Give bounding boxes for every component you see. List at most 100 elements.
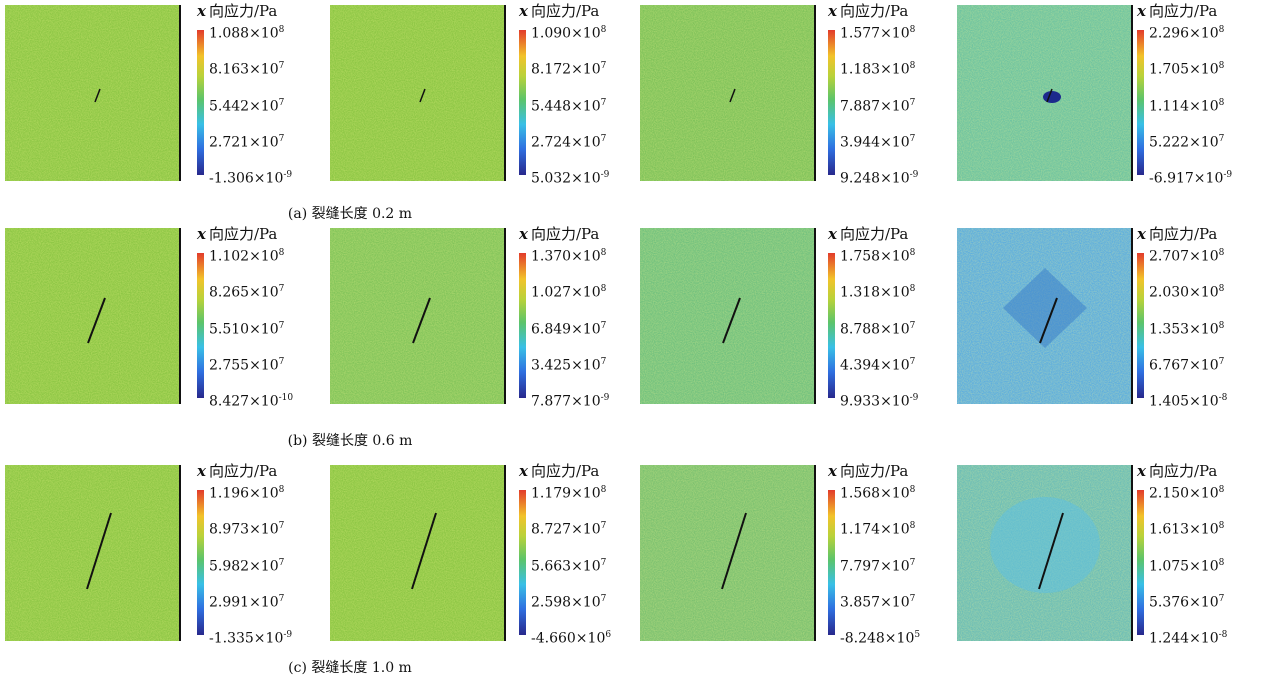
map-noise <box>5 5 181 181</box>
colorbar-tick-label: 2.707×108 <box>1149 245 1224 265</box>
tick-base: 5.448×10 <box>531 98 601 114</box>
tick-base: 1.705×10 <box>1149 62 1219 78</box>
legend-title: x向应力/Pa <box>828 223 908 244</box>
tick-base: 1.353×10 <box>1149 321 1219 337</box>
tick-base: -1.306×10 <box>209 171 283 187</box>
tick-exponent: 8 <box>1219 521 1225 531</box>
stress-zone <box>1043 91 1061 103</box>
colorbar-tick-label: 4.394×107 <box>840 354 915 374</box>
colorbar <box>1137 490 1144 635</box>
tick-base: 5.376×10 <box>1149 594 1219 610</box>
tick-exponent: 7 <box>910 134 916 144</box>
tick-exponent: -10 <box>279 393 294 403</box>
tick-exponent: -8 <box>1219 393 1228 403</box>
colorbar-tick-label: -8.248×105 <box>840 627 920 647</box>
colorbar <box>519 490 526 635</box>
tick-exponent: 8 <box>910 61 916 71</box>
tick-exponent: -9 <box>910 393 919 403</box>
legend-unit: 向应力/Pa <box>209 225 277 243</box>
legend-unit: 向应力/Pa <box>209 462 277 480</box>
legend-var: x <box>828 225 837 243</box>
colorbar <box>197 490 204 635</box>
tick-exponent: 7 <box>279 594 285 604</box>
colorbar-tick-label: 1.705×108 <box>1149 58 1224 78</box>
colorbar-tick-label: -4.660×106 <box>531 627 611 647</box>
tick-base: 8.788×10 <box>840 321 910 337</box>
tick-exponent: 8 <box>1219 321 1225 331</box>
tick-base: 5.032×10 <box>531 171 601 187</box>
colorbar <box>519 30 526 175</box>
colorbar-tick-label: 8.973×107 <box>209 518 284 538</box>
tick-exponent: 7 <box>601 134 607 144</box>
colorbar-tick-label: 1.088×108 <box>209 22 284 42</box>
tick-base: 3.425×10 <box>531 357 601 373</box>
tick-exponent: 8 <box>1219 61 1225 71</box>
figure: (a) 裂缝长度 0.2 m x向应力/Pa1.088×1088.163×107… <box>0 0 1269 682</box>
colorbar-tick-label: 8.163×107 <box>209 58 284 78</box>
tick-base: 8.727×10 <box>531 522 601 538</box>
tick-exponent: 7 <box>1219 594 1225 604</box>
map-noise <box>330 465 506 641</box>
tick-exponent: -9 <box>601 393 610 403</box>
colorbar-tick-label: 8.265×107 <box>209 281 284 301</box>
colorbar-tick-label: 1.353×108 <box>1149 318 1224 338</box>
tick-base: 1.102×10 <box>209 249 279 265</box>
tick-base: -4.660×10 <box>531 631 605 647</box>
tick-exponent: 8 <box>601 284 607 294</box>
colorbar-tick-label: 5.663×107 <box>531 555 606 575</box>
tick-exponent: 7 <box>601 321 607 331</box>
tick-base: 5.982×10 <box>209 558 279 574</box>
tick-exponent: 5 <box>914 630 920 640</box>
tick-exponent: 7 <box>601 357 607 367</box>
tick-exponent: 8 <box>1219 485 1225 495</box>
legend-title: x向应力/Pa <box>828 0 908 21</box>
colorbar-tick-label: 1.405×10-8 <box>1149 390 1227 410</box>
tick-exponent: 7 <box>279 61 285 71</box>
colorbar-tick-label: 9.933×10-9 <box>840 390 918 410</box>
tick-exponent: 8 <box>1219 25 1225 35</box>
tick-base: 7.797×10 <box>840 558 910 574</box>
colorbar-tick-label: 2.724×107 <box>531 131 606 151</box>
colorbar-tick-label: 5.442×107 <box>209 95 284 115</box>
tick-exponent: 8 <box>910 284 916 294</box>
tick-base: 2.755×10 <box>209 357 279 373</box>
tick-exponent: 8 <box>910 248 916 258</box>
tick-base: 1.090×10 <box>531 26 601 42</box>
colorbar-tick-label: 1.179×108 <box>531 482 606 502</box>
tick-exponent: 8 <box>601 248 607 258</box>
colorbar-tick-label: 5.982×107 <box>209 555 284 575</box>
tick-base: 1.183×10 <box>840 62 910 78</box>
colorbar-tick-label: 8.727×107 <box>531 518 606 538</box>
tick-exponent: 7 <box>601 594 607 604</box>
tick-base: 2.150×10 <box>1149 486 1219 502</box>
legend-var: x <box>828 2 837 20</box>
legend-unit: 向应力/Pa <box>840 462 908 480</box>
legend-var: x <box>828 462 837 480</box>
tick-base: 8.172×10 <box>531 62 601 78</box>
stress-map <box>330 228 506 404</box>
legend-var: x <box>197 462 206 480</box>
stress-zone <box>990 497 1100 593</box>
colorbar-tick-label: 5.376×107 <box>1149 591 1224 611</box>
colorbar-tick-label: 1.183×108 <box>840 58 915 78</box>
colorbar-tick-label: 1.318×108 <box>840 281 915 301</box>
colorbar-tick-label: 6.767×107 <box>1149 354 1224 374</box>
map-noise <box>957 5 1133 181</box>
stress-map <box>5 465 181 641</box>
legend-unit: 向应力/Pa <box>1149 462 1217 480</box>
legend-var: x <box>1137 225 1146 243</box>
tick-base: 2.598×10 <box>531 594 601 610</box>
tick-base: 2.721×10 <box>209 134 279 150</box>
caption: (c) 裂缝长度 1.0 m <box>0 657 700 677</box>
colorbar-tick-label: 1.075×108 <box>1149 555 1224 575</box>
tick-exponent: 8 <box>910 25 916 35</box>
tick-exponent: 8 <box>910 485 916 495</box>
colorbar-tick-label: 1.568×108 <box>840 482 915 502</box>
stress-map <box>640 5 816 181</box>
map-noise <box>640 228 816 404</box>
stress-map <box>640 228 816 404</box>
tick-base: 8.973×10 <box>209 522 279 538</box>
tick-base: 9.933×10 <box>840 394 910 410</box>
stress-map <box>957 5 1133 181</box>
tick-base: 5.222×10 <box>1149 134 1219 150</box>
